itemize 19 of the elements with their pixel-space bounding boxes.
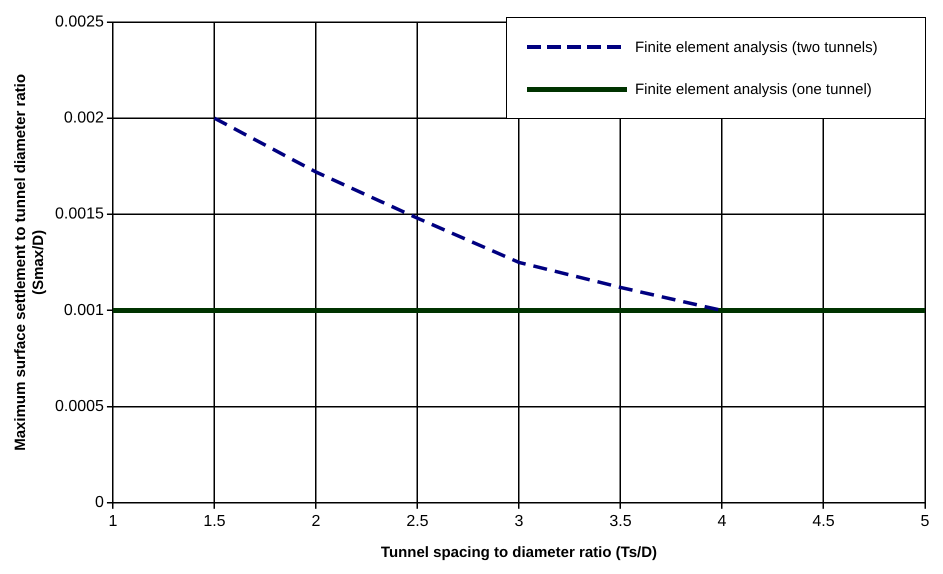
- y-axis-title: Maximum surface settlement to tunnel diameter ratio (Smax/D): [12, 74, 48, 451]
- x-tick-label: 1.5: [203, 512, 226, 530]
- y-tick-label: 0.0025: [55, 13, 104, 30]
- legend-label: Finite element analysis (one tunnel): [635, 80, 872, 98]
- x-tick-label: 1: [108, 512, 118, 530]
- y-tick-label: 0.002: [64, 110, 104, 127]
- y-tick-label: 0: [95, 494, 104, 512]
- x-tick-label: 5: [920, 512, 930, 530]
- x-tick-label: 4: [718, 512, 727, 530]
- x-tick-label: 3: [514, 512, 524, 530]
- x-tick-label: 2: [312, 512, 320, 530]
- x-tick-label: 2.5: [406, 512, 429, 530]
- x-axis-title: Tunnel spacing to diameter ratio (Ts/D): [380, 544, 658, 562]
- y-tick-label: 0.001: [64, 302, 104, 319]
- y-tick-label: 0.0005: [55, 398, 104, 416]
- legend-label: Finite element analysis (two tunnels): [635, 38, 878, 56]
- y-tick-label: 0.0015: [55, 206, 104, 223]
- x-tick-label: 3.5: [609, 512, 632, 530]
- x-tick-label: 4.5: [812, 512, 835, 530]
